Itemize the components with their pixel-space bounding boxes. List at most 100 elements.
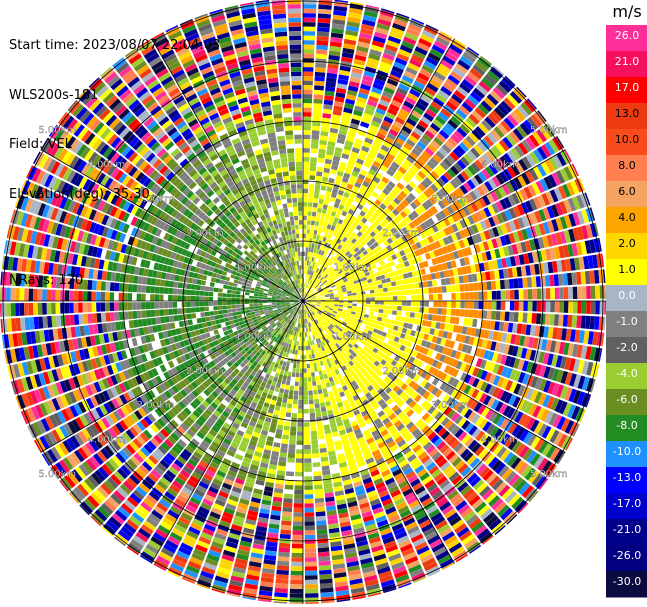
velocity-gate (348, 573, 362, 581)
velocity-gate (304, 305, 306, 310)
velocity-gate (348, 7, 363, 15)
velocity-gate (312, 266, 316, 272)
velocity-gate (536, 163, 547, 177)
velocity-gate (475, 222, 484, 232)
velocity-gate (456, 403, 466, 414)
velocity-gate (283, 425, 290, 431)
velocity-gate (273, 331, 278, 336)
velocity-gate (327, 372, 332, 378)
velocity-gate (488, 385, 497, 396)
velocity-gate (329, 306, 334, 309)
velocity-gate (344, 233, 351, 239)
velocity-gate (471, 213, 480, 223)
velocity-gate (330, 225, 336, 231)
velocity-gate (388, 192, 396, 200)
velocity-gate (208, 429, 218, 437)
velocity-gate (403, 418, 412, 427)
velocity-gate (291, 311, 295, 315)
velocity-gate (433, 71, 446, 82)
velocity-gate (367, 395, 375, 403)
velocity-gate (291, 321, 294, 326)
velocity-gate (365, 297, 371, 301)
velocity-gate (324, 291, 329, 294)
velocity-gate (486, 397, 496, 408)
velocity-gate (313, 103, 323, 109)
velocity-gate (381, 210, 389, 218)
velocity-gate (164, 491, 176, 501)
velocity-gate (329, 41, 342, 48)
velocity-gate (561, 328, 567, 341)
velocity-gate (100, 483, 113, 495)
velocity-gate (476, 463, 487, 475)
velocity-gate (405, 397, 414, 406)
velocity-gate (308, 279, 311, 285)
velocity-gate (416, 195, 425, 204)
velocity-gate (289, 593, 303, 598)
velocity-gate (308, 290, 312, 294)
velocity-gate (463, 488, 475, 500)
velocity-gate (225, 541, 238, 549)
velocity-gate (314, 80, 325, 86)
velocity-gate (382, 199, 390, 207)
velocity-gate (202, 424, 211, 432)
velocity-gate (517, 217, 525, 229)
velocity-gate (330, 370, 336, 377)
velocity-gate (375, 437, 384, 445)
velocity-gate (529, 389, 539, 402)
velocity-gate (368, 184, 376, 191)
velocity-gate (163, 543, 177, 554)
velocity-gate (361, 276, 367, 282)
velocity-gate (317, 343, 321, 348)
velocity-gate (202, 381, 210, 389)
velocity-gate (373, 328, 379, 334)
velocity-gate (189, 425, 199, 434)
velocity-gate (556, 327, 563, 340)
velocity-gate (273, 376, 278, 383)
velocity-gate (402, 446, 412, 455)
velocity-gate (182, 538, 195, 548)
velocity-gate (401, 327, 408, 334)
velocity-gate (338, 292, 343, 296)
velocity-gate (271, 381, 277, 387)
velocity-gate (464, 301, 470, 309)
velocity-gate (469, 400, 479, 410)
velocity-gate (408, 230, 416, 238)
velocity-gate (376, 238, 383, 245)
velocity-gate (306, 327, 308, 333)
velocity-gate (132, 470, 144, 482)
velocity-gate (337, 346, 343, 352)
velocity-gate (162, 455, 173, 466)
velocity-gate (388, 324, 395, 330)
velocity-gate (418, 248, 425, 255)
velocity-gate (355, 309, 361, 313)
velocity-gate (383, 394, 391, 402)
velocity-gate (330, 211, 337, 217)
velocity-gate (412, 374, 420, 383)
velocity-gate (476, 379, 484, 390)
velocity-gate (491, 238, 499, 249)
velocity-gate (397, 305, 402, 311)
velocity-gate (325, 433, 332, 439)
velocity-gate (567, 404, 576, 418)
velocity-gate (431, 75, 444, 85)
velocity-gate (304, 530, 316, 535)
velocity-gate (443, 104, 455, 115)
velocity-gate (316, 329, 320, 334)
velocity-gate (245, 341, 251, 347)
velocity-gate (439, 271, 445, 279)
velocity-gate (454, 241, 461, 250)
velocity-gate (160, 415, 170, 425)
velocity-gate (327, 319, 333, 324)
velocity-gate (551, 260, 558, 273)
velocity-gate (360, 355, 367, 361)
velocity-gate (328, 390, 334, 397)
velocity-gate (408, 317, 414, 324)
velocity-gate (389, 334, 396, 341)
velocity-gate (351, 351, 357, 358)
velocity-gate (395, 331, 402, 338)
velocity-gate (604, 301, 606, 315)
velocity-gate (369, 335, 376, 341)
velocity-gate (378, 249, 385, 256)
velocity-gate (364, 481, 374, 489)
velocity-gate (385, 196, 393, 204)
